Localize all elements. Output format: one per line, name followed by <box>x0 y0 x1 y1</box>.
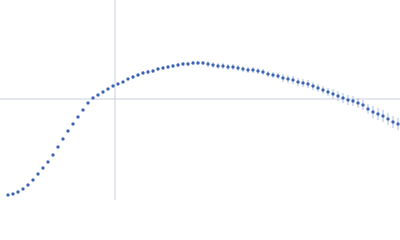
point <box>106 87 110 91</box>
point <box>126 77 130 81</box>
point <box>246 68 250 72</box>
point <box>221 64 225 68</box>
point <box>321 88 325 92</box>
point <box>256 69 260 73</box>
point <box>206 62 210 66</box>
point <box>36 172 40 176</box>
point <box>16 190 20 194</box>
point <box>151 69 155 73</box>
point <box>241 67 245 71</box>
point <box>131 75 135 79</box>
point <box>76 115 80 119</box>
point <box>6 193 10 197</box>
point <box>311 84 315 88</box>
point <box>286 77 290 81</box>
point <box>261 70 265 74</box>
point <box>361 103 365 107</box>
point <box>196 61 200 65</box>
point <box>66 129 70 133</box>
point <box>101 90 105 94</box>
point <box>346 98 350 102</box>
point <box>331 92 335 96</box>
point <box>326 90 330 94</box>
point <box>316 86 320 90</box>
point <box>21 187 25 191</box>
point <box>176 63 180 67</box>
point <box>161 66 165 70</box>
point <box>366 107 370 111</box>
point <box>186 62 190 66</box>
point <box>376 112 380 116</box>
point <box>306 82 310 86</box>
point <box>296 80 300 84</box>
point <box>171 64 175 68</box>
point <box>211 63 215 67</box>
point <box>356 101 360 105</box>
point <box>341 96 345 100</box>
point <box>381 114 385 118</box>
point <box>266 72 270 76</box>
point <box>136 73 140 77</box>
point <box>276 74 280 78</box>
point <box>351 99 355 103</box>
point <box>81 108 85 112</box>
point <box>371 110 375 114</box>
point <box>216 64 220 68</box>
point <box>226 65 230 69</box>
point <box>391 120 395 124</box>
point <box>386 117 390 121</box>
point <box>156 67 160 71</box>
point <box>181 62 185 66</box>
point <box>26 183 30 187</box>
point <box>41 166 45 170</box>
point <box>271 73 275 77</box>
point <box>191 61 195 65</box>
point <box>96 93 100 97</box>
point <box>301 81 305 85</box>
point <box>396 122 400 126</box>
point <box>201 61 205 65</box>
point <box>61 137 65 141</box>
point <box>51 153 55 157</box>
point <box>86 101 90 105</box>
point <box>251 68 255 72</box>
point <box>281 76 285 80</box>
point <box>141 71 145 75</box>
point <box>291 78 295 82</box>
point <box>46 160 50 164</box>
point <box>91 96 95 100</box>
point <box>11 192 15 196</box>
point <box>31 178 35 182</box>
point <box>146 70 150 74</box>
point <box>56 145 60 149</box>
point <box>236 66 240 70</box>
point <box>336 94 340 98</box>
point <box>71 122 75 126</box>
point <box>121 80 125 84</box>
point <box>231 65 235 69</box>
point <box>166 65 170 69</box>
point <box>116 82 120 86</box>
chart <box>0 0 400 200</box>
point <box>111 84 115 88</box>
